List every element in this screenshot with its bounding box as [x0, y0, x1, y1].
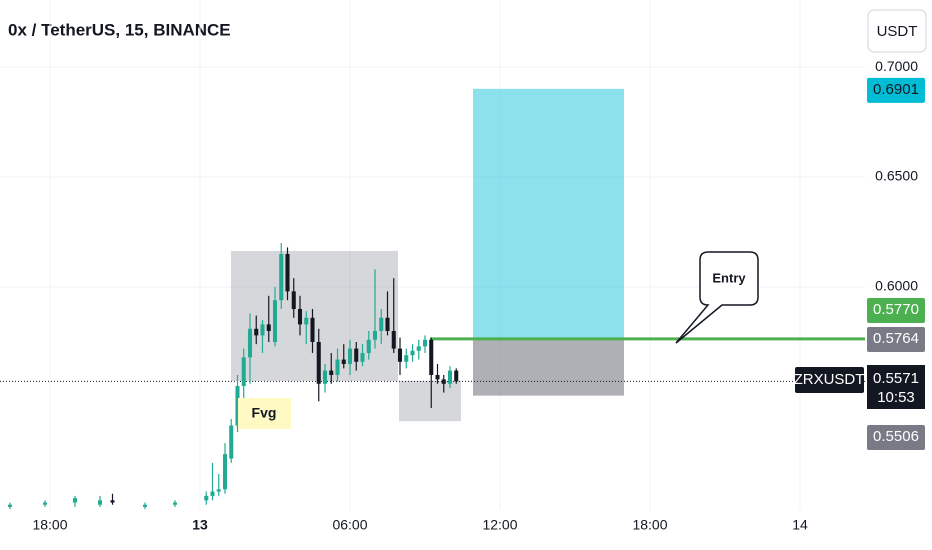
target-zone — [473, 88, 624, 339]
candle-body — [416, 346, 421, 351]
candle-body — [354, 348, 359, 362]
currency-button[interactable] — [867, 9, 927, 53]
candle-body — [372, 330, 378, 340]
symbol-box — [795, 367, 864, 393]
candle-body — [310, 317, 315, 342]
candle-body — [435, 374, 440, 380]
last-price-label: 0.5571 — [873, 370, 919, 387]
y-tick-label: 0.7000 — [875, 58, 918, 74]
zone-box — [231, 250, 398, 381]
candle-body — [285, 254, 290, 292]
candle-body — [422, 339, 428, 347]
x-tick-label: 12:00 — [482, 517, 517, 533]
target-price-label: 0.6901 — [873, 81, 919, 98]
candle-body — [347, 348, 353, 364]
candle-body — [335, 359, 340, 375]
zone-box — [399, 380, 461, 422]
stop-price-label-box — [867, 425, 925, 450]
entry-price-label-box — [867, 327, 925, 352]
candle-body — [316, 341, 321, 384]
target-price-label-box — [867, 77, 925, 103]
candle-body — [397, 348, 403, 362]
stop-zone — [473, 338, 624, 396]
candle-body — [322, 370, 328, 384]
candle-body — [204, 495, 209, 501]
entry-label: Entry — [712, 270, 746, 285]
fvg-label: Fvg — [252, 405, 277, 421]
hline-price-label-box — [867, 298, 925, 323]
candle-body — [366, 339, 371, 353]
candle-body — [304, 317, 309, 325]
candle-body — [260, 324, 265, 336]
x-tick-label: 06:00 — [332, 517, 367, 533]
candle-body — [272, 300, 278, 342]
candle-body — [454, 370, 459, 382]
x-tick-label: 13 — [192, 517, 208, 533]
candle-body — [172, 502, 178, 505]
candle-body — [229, 425, 234, 459]
y-tick-label: 0.6500 — [875, 168, 918, 184]
currency-label: USDT — [877, 23, 918, 40]
candle-body — [291, 291, 296, 309]
x-tick-label: 14 — [792, 517, 808, 533]
candle-body — [110, 500, 115, 503]
candle-body — [210, 491, 215, 496]
candle-body — [7, 504, 13, 507]
x-tick-label: 18:00 — [32, 517, 67, 533]
candle-body — [391, 330, 396, 349]
symbol-label: ZRXUSDT — [794, 371, 865, 388]
chart-title: 0x / TetherUS, 15, BINANCE — [8, 20, 231, 39]
entry-callout — [675, 251, 759, 344]
candle-body — [216, 489, 221, 492]
candle-body — [97, 500, 103, 505]
candle-body — [241, 357, 246, 386]
y-tick-label: 0.6000 — [875, 278, 918, 294]
entry-price-label: 0.5764 — [873, 330, 919, 347]
candle-body — [42, 502, 48, 505]
candle-body — [222, 454, 228, 490]
candle-body — [429, 339, 434, 375]
candle-body — [266, 324, 271, 331]
last-price-box — [867, 365, 925, 409]
candle-body — [254, 328, 259, 336]
candle-body — [235, 385, 240, 426]
candle-body — [72, 498, 78, 503]
candle-body — [360, 352, 365, 362]
candle-body — [297, 308, 303, 325]
stop-price-label: 0.5506 — [873, 428, 919, 445]
candle-body — [329, 370, 334, 375]
candle-body — [142, 504, 148, 507]
candle-body — [341, 359, 346, 364]
candle-body — [247, 328, 253, 358]
candle-body — [379, 317, 384, 331]
hline-price-label: 0.5770 — [873, 301, 919, 318]
candle-body — [404, 355, 409, 362]
candle-body — [447, 370, 453, 384]
fvg-label-box — [238, 398, 291, 429]
countdown: 10:53 — [877, 389, 915, 406]
candle-body — [385, 317, 390, 331]
candle-body — [279, 254, 284, 301]
candle-body — [410, 350, 415, 356]
candle-body — [441, 379, 446, 384]
x-tick-label: 18:00 — [632, 517, 667, 533]
